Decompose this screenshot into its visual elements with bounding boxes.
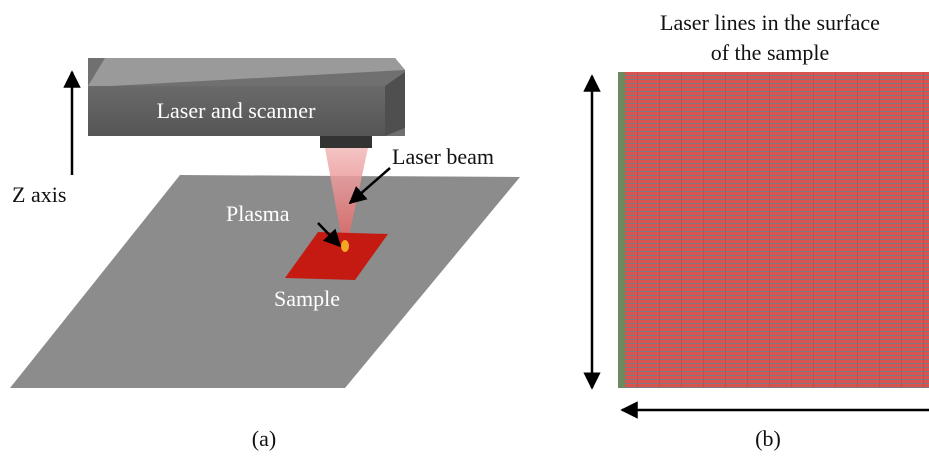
panel-b: Laser lines in the surface of the sample… [592,10,929,451]
figure: Laser and scanner Laser beam Z axis Plas… [0,0,929,461]
caption-a: (a) [252,426,276,451]
beam-label: Laser beam [392,144,494,169]
plasma-label: Plasma [226,201,290,226]
sample-label: Sample [274,286,340,311]
lens [320,136,372,148]
plasma [341,240,349,252]
caption-b: (b) [755,426,781,451]
title-line: Laser lines in the surface [660,10,880,35]
panel-a: Laser and scanner Laser beam Z axis Plas… [10,58,520,451]
laser-lines [618,72,929,388]
z-axis-label: Z axis [12,182,66,207]
scanner-label: Laser and scanner [157,98,316,123]
edge-stripe [618,72,625,388]
title-line: of the sample [711,40,830,65]
